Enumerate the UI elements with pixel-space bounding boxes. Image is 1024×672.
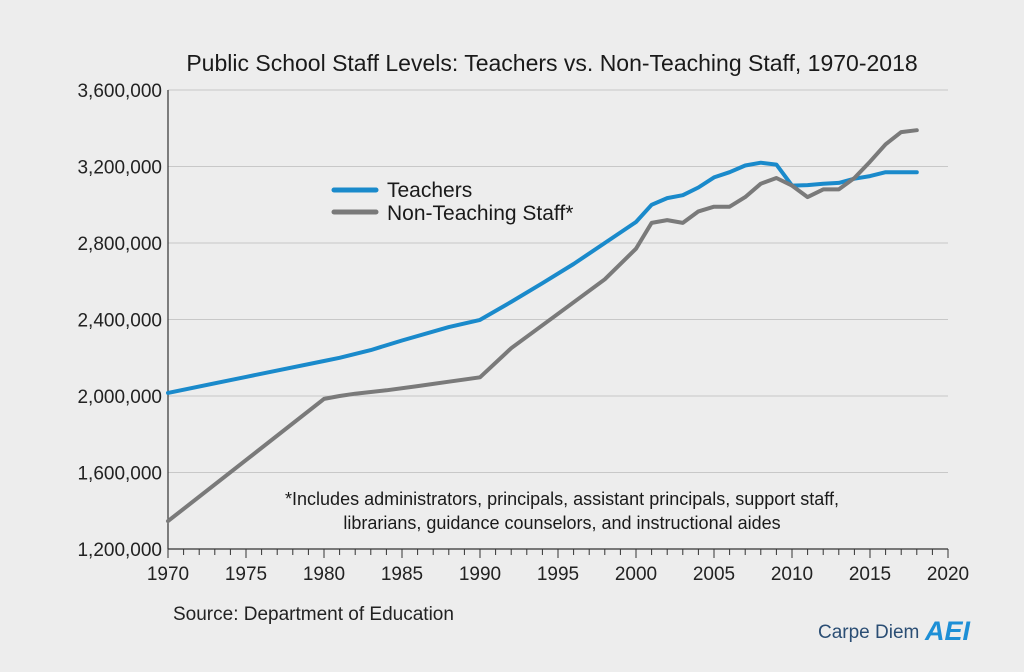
y-tick-label: 2,800,000 [77,234,162,255]
y-tick-label: 2,000,000 [77,387,162,408]
x-tick-label: 1970 [147,564,189,585]
legend: Teachers Non-Teaching Staff* [331,179,573,225]
x-tick-label: 1995 [537,564,579,585]
y-tick-label: 3,200,000 [77,158,162,179]
x-tick-label: 2005 [693,564,735,585]
y-tick-label: 1,200,000 [77,540,162,561]
legend-label-non-teaching: Non-Teaching Staff* [387,202,573,225]
x-tick-label: 1985 [381,564,423,585]
y-axis-labels: 1,200,000 1,600,000 2,000,000 2,400,000 2,80… [77,81,162,561]
footnote-annotation: *Includes administrators, principals, as… [285,489,839,533]
chart-title: Public School Staff Levels: Teachers vs.… [186,50,917,76]
y-tick-label: 2,400,000 [77,311,162,332]
brand-text: Carpe Diem [818,622,919,643]
x-tick-label: 1975 [225,564,267,585]
aei-logo-icon: AEI [924,616,971,646]
series-line-non-teaching-staff [166,128,919,524]
source-note: Source: Department of Education [173,604,454,625]
x-tick-label: 2000 [615,564,657,585]
x-axis: 1970 1975 1980 1985 1990 1995 2000 2005 2010 2015… [147,90,969,585]
x-tick-label: 2020 [927,564,969,585]
footnote-line-1: *Includes administrators, principals, as… [285,489,839,509]
y-tick-label: 3,600,000 [77,81,162,102]
legend-label-teachers: Teachers [387,179,472,202]
x-tick-label: 2015 [849,564,891,585]
grid-lines [168,89,948,473]
x-tick-label: 1990 [459,564,501,585]
y-tick-label: 1,600,000 [77,464,162,485]
footnote-line-2: librarians, guidance counselors, and ins… [343,513,780,533]
series-lines [166,128,919,524]
x-tick-label: 1980 [303,564,345,585]
brand-logo: Carpe Diem AEI [818,616,971,646]
series-line-teachers [166,160,919,395]
x-tick-label: 2010 [771,564,813,585]
